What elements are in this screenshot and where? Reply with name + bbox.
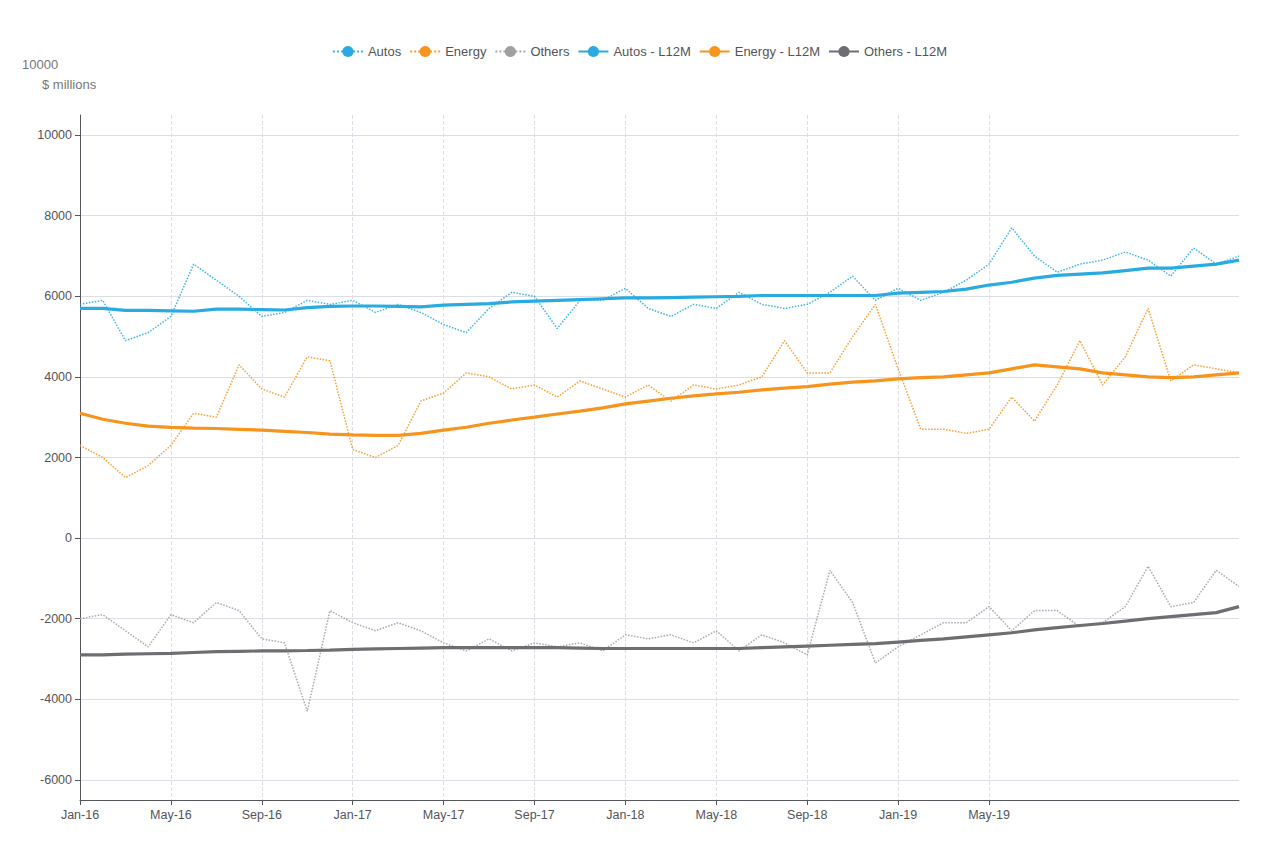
- svg-text:8000: 8000: [44, 209, 72, 223]
- svg-text:Others - L12M: Others - L12M: [864, 44, 947, 59]
- svg-text:$ millions: $ millions: [42, 77, 97, 92]
- svg-text:Energy - L12M: Energy - L12M: [735, 44, 820, 59]
- svg-text:10000: 10000: [37, 128, 72, 142]
- svg-text:-4000: -4000: [40, 692, 72, 706]
- svg-text:10000: 10000: [22, 57, 58, 72]
- svg-text:Jan-16: Jan-16: [61, 808, 99, 822]
- svg-text:6000: 6000: [44, 289, 72, 303]
- svg-text:May-17: May-17: [423, 808, 465, 822]
- svg-text:Sep-17: Sep-17: [514, 808, 554, 822]
- svg-text:-2000: -2000: [40, 612, 72, 626]
- svg-text:May-18: May-18: [695, 808, 737, 822]
- svg-text:Sep-16: Sep-16: [242, 808, 282, 822]
- svg-text:Jan-17: Jan-17: [334, 808, 372, 822]
- svg-text:May-19: May-19: [968, 808, 1010, 822]
- svg-text:Others: Others: [530, 44, 570, 59]
- svg-text:-6000: -6000: [40, 773, 72, 787]
- svg-text:Energy: Energy: [445, 44, 487, 59]
- svg-text:Jan-18: Jan-18: [606, 808, 644, 822]
- svg-text:May-16: May-16: [150, 808, 192, 822]
- svg-text:Sep-18: Sep-18: [787, 808, 827, 822]
- svg-text:Autos - L12M: Autos - L12M: [613, 44, 690, 59]
- svg-text:Autos: Autos: [368, 44, 402, 59]
- svg-text:0: 0: [65, 531, 72, 545]
- svg-text:4000: 4000: [44, 370, 72, 384]
- svg-text:2000: 2000: [44, 451, 72, 465]
- svg-text:Jan-19: Jan-19: [879, 808, 917, 822]
